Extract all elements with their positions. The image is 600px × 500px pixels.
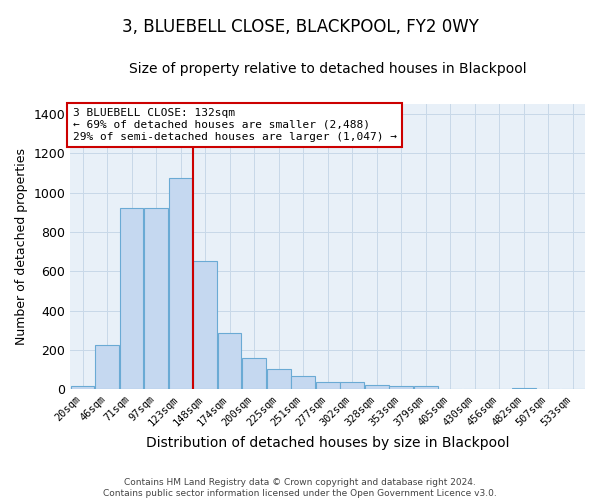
Text: 3 BLUEBELL CLOSE: 132sqm
← 69% of detached houses are smaller (2,488)
29% of sem: 3 BLUEBELL CLOSE: 132sqm ← 69% of detach… bbox=[73, 108, 397, 142]
X-axis label: Distribution of detached houses by size in Blackpool: Distribution of detached houses by size … bbox=[146, 436, 509, 450]
Bar bbox=[71, 386, 94, 389]
Bar bbox=[242, 358, 266, 389]
Y-axis label: Number of detached properties: Number of detached properties bbox=[15, 148, 28, 345]
Bar bbox=[291, 376, 315, 389]
Bar bbox=[365, 385, 389, 389]
Bar bbox=[144, 208, 168, 389]
Bar bbox=[267, 368, 290, 389]
Bar bbox=[95, 345, 119, 389]
Bar bbox=[119, 208, 143, 389]
Bar bbox=[512, 388, 536, 389]
Bar bbox=[193, 262, 217, 389]
Text: Contains HM Land Registry data © Crown copyright and database right 2024.
Contai: Contains HM Land Registry data © Crown c… bbox=[103, 478, 497, 498]
Bar bbox=[169, 178, 193, 389]
Bar bbox=[414, 386, 437, 389]
Bar bbox=[218, 333, 241, 389]
Title: Size of property relative to detached houses in Blackpool: Size of property relative to detached ho… bbox=[129, 62, 526, 76]
Bar bbox=[389, 386, 413, 389]
Bar bbox=[316, 382, 340, 389]
Bar bbox=[340, 382, 364, 389]
Text: 3, BLUEBELL CLOSE, BLACKPOOL, FY2 0WY: 3, BLUEBELL CLOSE, BLACKPOOL, FY2 0WY bbox=[122, 18, 478, 36]
